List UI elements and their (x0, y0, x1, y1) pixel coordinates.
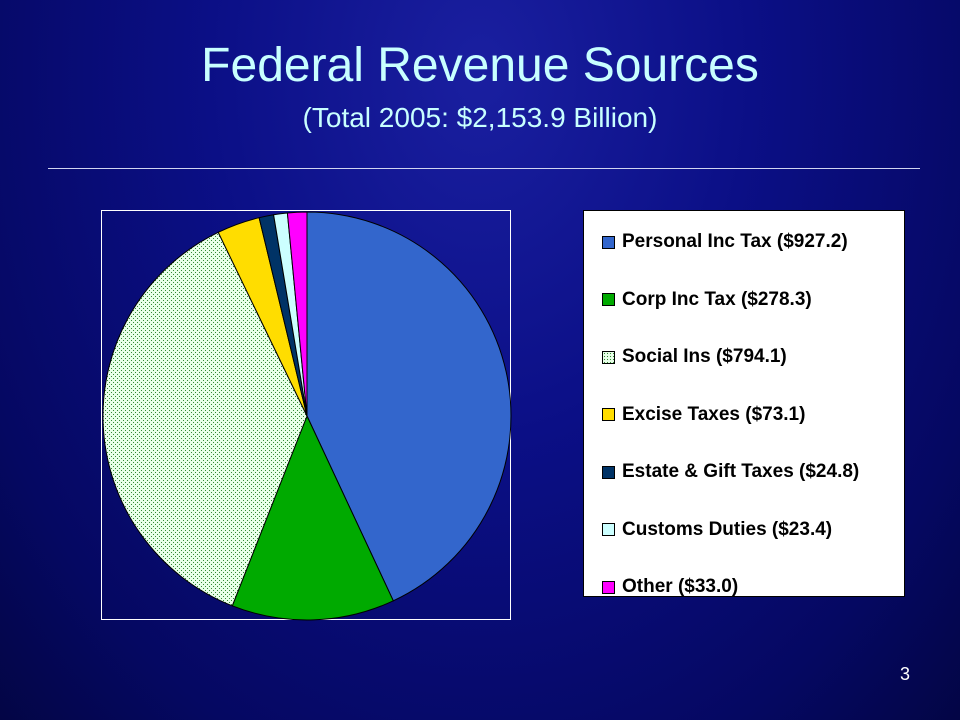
legend-swatch (602, 580, 615, 594)
legend-label: Estate & Gift Taxes ($24.8) (622, 461, 860, 482)
legend-swatch (602, 408, 615, 421)
legend-swatch (602, 350, 615, 364)
legend-swatch (602, 293, 615, 306)
pie-slice-corp-inc-tax (231, 414, 394, 621)
legend-item-excise-taxes: Excise Taxes ($73.1) (602, 404, 805, 426)
legend-swatch (602, 465, 615, 479)
legend-item-estate-gift-taxes: Estate & Gift Taxes ($24.8) (602, 461, 859, 483)
pie-slice-social-ins (102, 231, 308, 607)
pie-chart (102, 211, 512, 621)
legend-swatch (602, 235, 615, 249)
legend-label: Excise Taxes ($73.1) (622, 403, 806, 425)
legend-label: Customs Duties ($23.4) (622, 518, 833, 540)
page-number: 3 (899, 664, 910, 684)
legend-label: Corp Inc Tax ($278.3) (622, 288, 812, 310)
legend-label: Personal Inc Tax ($927.2) (622, 231, 848, 252)
slide-title: Federal Revenue Sources (201, 39, 759, 92)
legend-label: Social Ins ($794.1) (622, 346, 787, 367)
legend-swatch (602, 523, 615, 536)
legend-item-personal-inc-tax: Personal Inc Tax ($927.2) (602, 231, 848, 253)
chart-legend: Personal Inc Tax ($927.2) Corp Inc Tax ($… (583, 210, 905, 597)
title-divider (48, 168, 920, 169)
legend-item-customs-duties: Customs Duties ($23.4) (602, 519, 832, 541)
legend-item-social-ins: Social Ins ($794.1) (602, 346, 787, 368)
legend-item-other: Other ($33.0) (602, 576, 738, 598)
legend-label: Other ($33.0) (622, 576, 739, 597)
legend-item-corp-inc-tax: Corp Inc Tax ($278.3) (602, 289, 812, 311)
slide-subtitle: (Total 2005: $2,153.9 Billion) (302, 102, 658, 133)
pie-slice-other (286, 211, 308, 417)
pie-slice-personal-inc-tax (306, 211, 512, 602)
